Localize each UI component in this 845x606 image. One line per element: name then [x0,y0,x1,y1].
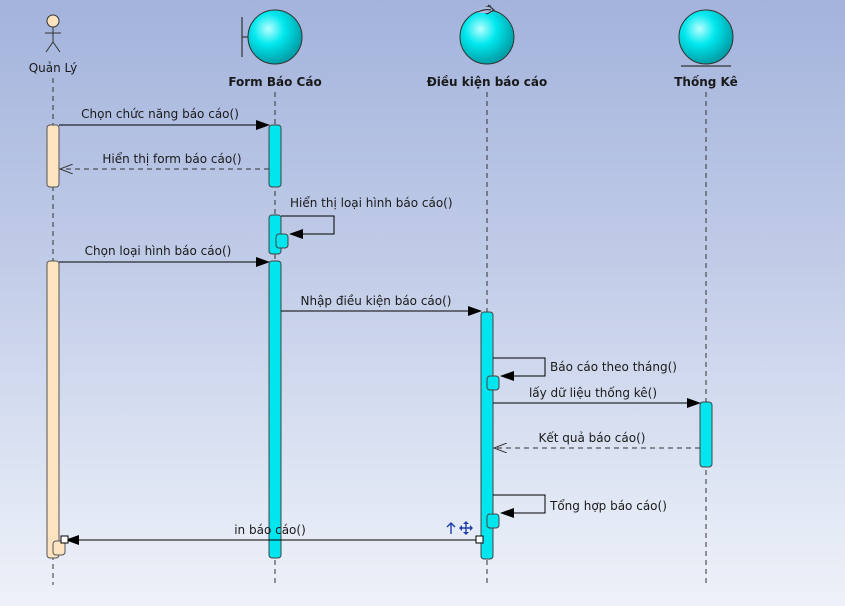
activation-form-1 [268,124,282,188]
message-label-m5: Nhập điều kiện báo cáo() [301,294,452,308]
selection-handle-start[interactable] [60,535,69,544]
activation-control-nested-2 [486,513,500,529]
message-label-m7: lấy dữ liệu thống kê() [529,386,657,400]
actor-icon [45,14,61,53]
activation-control-nested-1 [486,375,500,391]
message-label-m3: Hiển thị loại hình báo cáo() [290,196,453,210]
activation-control [480,311,494,560]
activation-form-3 [268,260,282,559]
control-label: Điều kiện báo cáo [427,75,548,89]
message-label-m4: Chọn loại hình báo cáo() [85,244,232,258]
message-label-m9: Tổng hợp báo cáo() [549,499,667,513]
move-up-icon[interactable] [446,522,456,534]
message-arrow-m9[interactable] [493,494,546,518]
activation-actor-2 [46,260,60,559]
control-icon [459,4,515,65]
actor-label: Quản Lý [29,61,78,75]
message-arrow-m6[interactable] [493,357,546,381]
activation-actor-1 [46,124,60,188]
form-label: Form Báo Cáo [228,75,321,89]
selection-handle-end[interactable] [475,535,484,544]
message-arrow-m3[interactable] [281,215,335,239]
message-label-m10: in báo cáo() [234,523,306,537]
message-label-m6: Báo cáo theo tháng() [550,360,677,374]
move-cross-icon[interactable] [459,521,473,535]
activation-actor-nested [52,540,66,556]
message-label-m2: Hiển thị form báo cáo() [102,152,241,166]
activation-entity [699,401,713,468]
message-label-m8: Kết quả báo cáo() [539,431,646,445]
activation-form-nested [275,233,289,249]
message-label-m1: Chọn chức năng báo cáo() [81,107,239,121]
entity-label: Thống Kê [674,75,738,89]
entity-icon [678,9,734,67]
boundary-icon [241,9,303,65]
